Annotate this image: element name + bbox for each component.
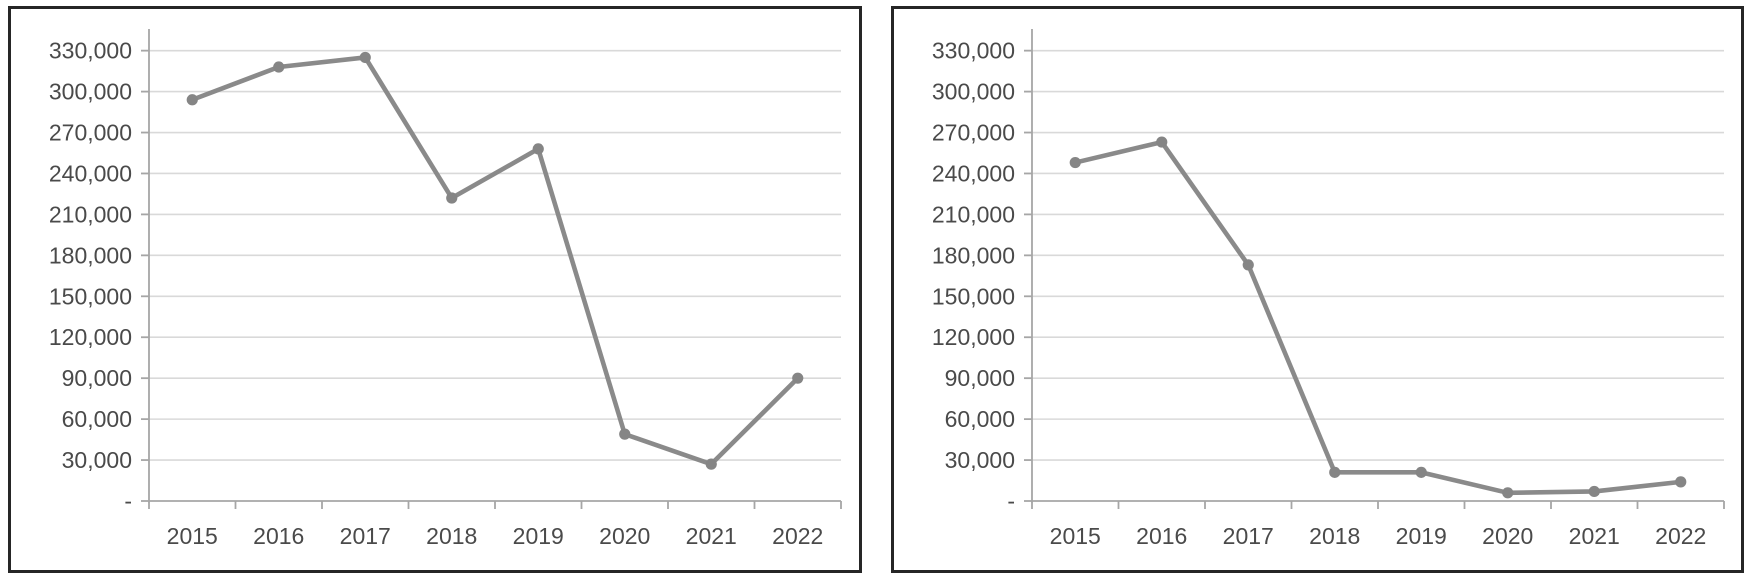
y-tick-label: 180,000: [49, 242, 132, 268]
data-point: [705, 458, 717, 470]
y-tick-label: 120,000: [49, 324, 132, 350]
y-tick-label: 270,000: [932, 120, 1015, 146]
x-tick-label: 2017: [1223, 523, 1274, 549]
x-tick-label: 2021: [686, 523, 737, 549]
data-point: [359, 51, 371, 64]
y-tick-label: 30,000: [945, 447, 1015, 473]
data-point: [186, 94, 198, 106]
x-tick-label: 2021: [1569, 523, 1620, 549]
data-point: [1069, 156, 1081, 169]
data-line: [189, 55, 801, 467]
x-tick-label: 2020: [1482, 523, 1533, 549]
data-point: [273, 61, 285, 73]
y-tick-label: 30,000: [62, 447, 132, 473]
x-tick-label: 2019: [513, 523, 564, 549]
data-line: [1072, 139, 1684, 496]
y-tick-label: 210,000: [932, 201, 1015, 227]
y-tick-label: 240,000: [932, 160, 1015, 186]
left-chart-box: 330,000 300,000 270,000 240,000 210,000 180,0…: [8, 6, 862, 573]
data-point: [1502, 487, 1514, 499]
y-tick-label: 210,000: [49, 201, 132, 227]
y-tick-label: 90,000: [945, 365, 1015, 391]
data-point: [1588, 485, 1600, 498]
x-tick-label: 2015: [167, 523, 218, 549]
data-point: [446, 192, 458, 204]
y-tick-label: 240,000: [49, 160, 132, 186]
y-tick-label: 60,000: [62, 406, 132, 432]
x-tick-label: 2016: [1136, 523, 1187, 549]
data-point: [532, 143, 544, 155]
x-tick-label: 2018: [1309, 523, 1360, 549]
x-tick-label: 2015: [1050, 523, 1101, 549]
data-point: [1415, 466, 1427, 478]
y-tick-label: 90,000: [62, 365, 132, 391]
right-chart-box: 330,000 300,000 270,000 240,000 210,000 180,0…: [891, 6, 1744, 573]
y-tick-label: 60,000: [945, 406, 1015, 432]
data-point: [619, 428, 631, 440]
x-tick-label: 2018: [426, 523, 477, 549]
data-point: [1329, 466, 1341, 478]
y-tick-label: 150,000: [932, 283, 1015, 309]
y-tick-label: 300,000: [932, 79, 1015, 105]
y-tick-label: 300,000: [49, 79, 132, 105]
x-tick-label: 2022: [772, 523, 823, 549]
data-point: [792, 372, 804, 384]
y-tick-label: 330,000: [932, 38, 1015, 64]
y-tick-label: 270,000: [49, 120, 132, 146]
y-tick-label: -: [1007, 488, 1015, 514]
left-line-chart: 330,000 300,000 270,000 240,000 210,000 180,0…: [49, 29, 842, 549]
data-point: [1156, 136, 1168, 148]
data-point: [1675, 476, 1687, 488]
x-tick-label: 2019: [1396, 523, 1447, 549]
y-tick-label: 120,000: [932, 324, 1015, 350]
x-tick-label: 2017: [340, 523, 391, 549]
data-point: [1242, 259, 1254, 271]
y-tick-label: -: [124, 488, 132, 514]
y-tick-label: 330,000: [49, 38, 132, 64]
x-tick-label: 2022: [1655, 523, 1706, 549]
y-tick-label: 180,000: [932, 242, 1015, 268]
x-tick-label: 2020: [599, 523, 650, 549]
x-tick-label: 2016: [253, 523, 304, 549]
right-line-chart: 330,000 300,000 270,000 240,000 210,000 180,0…: [932, 29, 1725, 549]
y-tick-label: 150,000: [49, 283, 132, 309]
